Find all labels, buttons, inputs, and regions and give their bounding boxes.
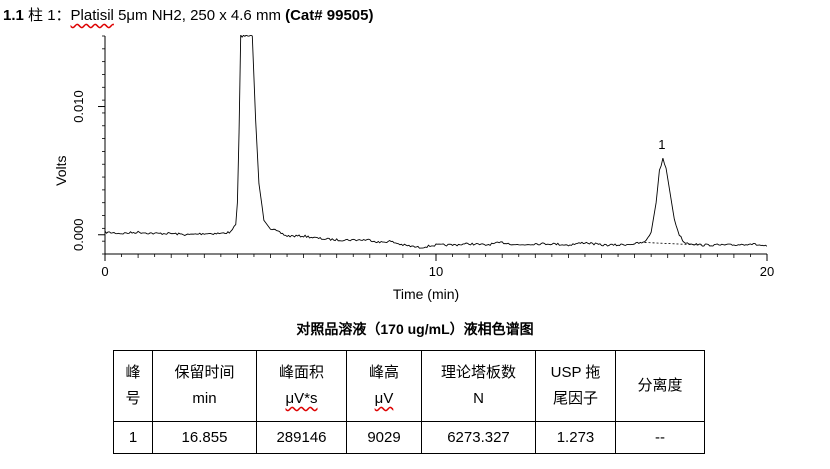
table-row: 1 16.855 289146 9029 6273.327 1.273 --	[113, 421, 705, 454]
header-resolution: 分离度	[615, 350, 705, 422]
column-spec: 5μm NH2, 250 x 4.6 mm	[113, 7, 286, 24]
header-peak-height: 峰高 μV	[346, 350, 422, 422]
chart-heading: 1.1 柱 1：Platisil 5μm NH2, 250 x 4.6 mm (…	[3, 4, 374, 25]
y-axis-title: Volts	[53, 155, 69, 185]
cell-peak-area: 289146	[256, 421, 347, 454]
x-axis-title: Time (min)	[393, 286, 459, 302]
chart-caption: 对照品溶液（170 ug/mL）液相色谱图	[296, 321, 534, 337]
header-theoretical-plates: 理论塔板数 N	[421, 350, 536, 422]
cell-usp-tailing: 1.273	[535, 421, 616, 454]
cell-peak-height: 9029	[346, 421, 422, 454]
header-retention-time: 保留时间 min	[152, 350, 257, 422]
cell-peak-no: 1	[113, 421, 153, 454]
peak-baseline	[644, 242, 701, 246]
column-label: 柱 1：	[28, 7, 71, 24]
section-number: 1.1	[3, 7, 24, 24]
table-header-row: 峰号 保留时间 min 峰面积 μV*s 峰高 μV 理论塔板数 N USP 拖尾因子 …	[113, 350, 705, 422]
header-peak-area: 峰面积 μV*s	[256, 350, 347, 422]
chromatogram-chart: 0 10 20 0.000 0.010 Time (min) Volts 1	[53, 35, 774, 302]
x-tick-label: 0	[101, 264, 108, 279]
header-usp-tailing: USP 拖尾因子	[535, 350, 616, 422]
header-peak-no: 峰号	[113, 350, 153, 422]
cell-theoretical-plates: 6273.327	[421, 421, 536, 454]
peak-label: 1	[658, 137, 665, 152]
x-tick-label: 10	[429, 264, 443, 279]
y-tick-label: 0.000	[71, 218, 86, 251]
cell-resolution: --	[615, 421, 705, 454]
results-table: 峰号 保留时间 min 峰面积 μV*s 峰高 μV 理论塔板数 N USP 拖尾因子 …	[113, 350, 705, 454]
x-tick-label: 20	[760, 264, 774, 279]
column-brand: Platisil	[70, 7, 114, 24]
catalog-number: (Cat# 99505)	[285, 7, 374, 24]
cell-retention-time: 16.855	[152, 421, 257, 454]
y-tick-label: 0.010	[71, 90, 86, 123]
chromatogram-trace	[105, 35, 767, 249]
